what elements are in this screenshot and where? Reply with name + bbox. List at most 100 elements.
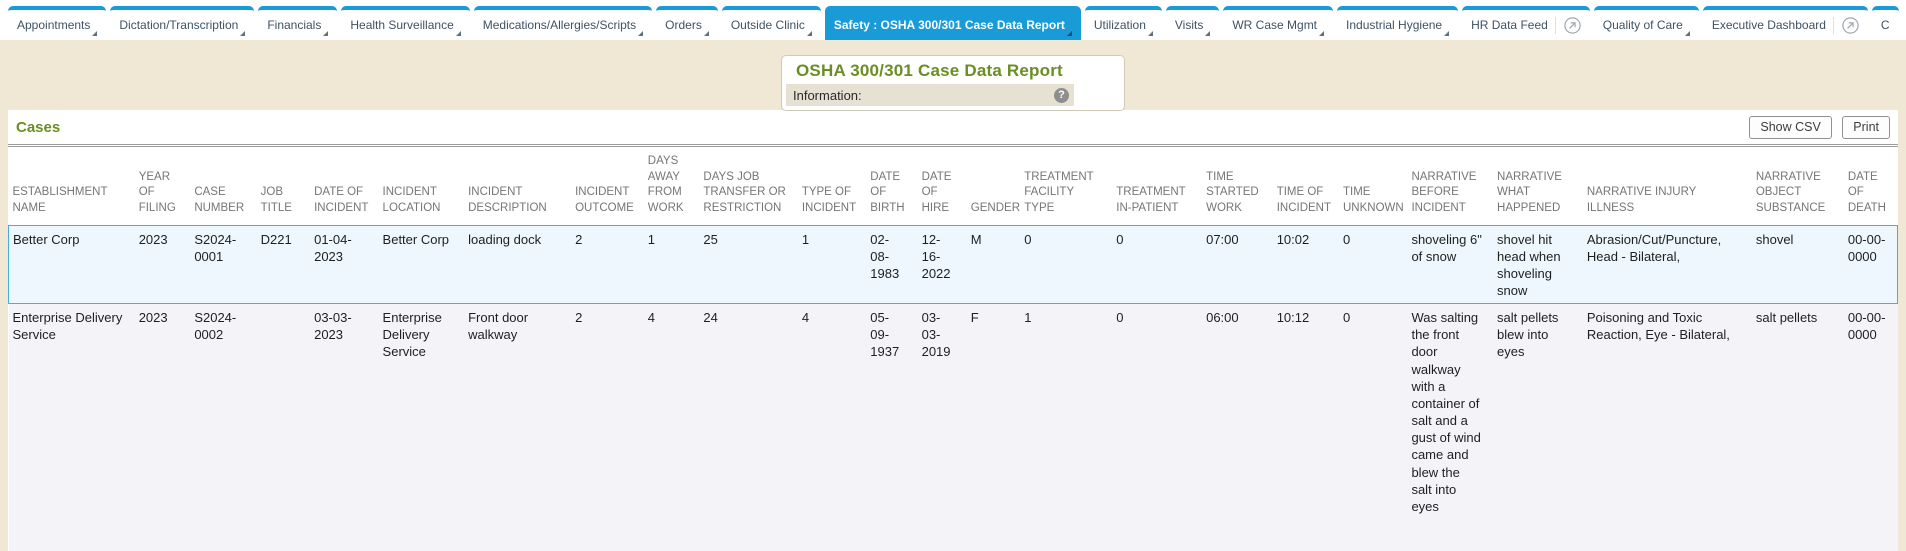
column-header[interactable]: NARRATIVE BEFORE INCIDENT: [1411, 170, 1477, 214]
cases-heading: Cases: [16, 119, 61, 136]
table-cell: 24: [703, 310, 718, 326]
column-header[interactable]: DATE OF INCIDENT: [314, 186, 369, 214]
tab-utilization[interactable]: Utilization: [1084, 6, 1162, 40]
cases-panel-header: Cases Show CSV Print: [8, 115, 1898, 147]
column-header[interactable]: JOB TITLE: [260, 186, 292, 214]
column-header[interactable]: TIME OF INCIDENT: [1276, 186, 1331, 214]
column-header[interactable]: DAYS JOB TRANSFER OR RESTRICTION: [703, 170, 786, 214]
table-cell: 06:00: [1206, 310, 1239, 326]
information-label: Information:: [793, 87, 862, 103]
dropdown-caret-icon: [1319, 31, 1325, 36]
table-cell: S2024-0001: [194, 231, 237, 264]
content-area: OSHA 300/301 Case Data Report Informatio…: [0, 55, 1906, 551]
table-row[interactable]: Enterprise Delivery Service 2023 S2024-0…: [8, 303, 1898, 551]
dropdown-caret-icon: [455, 31, 461, 36]
column-header[interactable]: ESTABLISHMENT NAME: [12, 186, 108, 214]
tab-label: Visits: [1174, 18, 1204, 32]
dropdown-caret-icon: [323, 31, 329, 36]
tab-appointments[interactable]: Appointments: [8, 6, 107, 40]
table-cell: 4: [801, 310, 810, 326]
tab-label: WR Case Mgmt: [1232, 18, 1318, 32]
report-title-box: OSHA 300/301 Case Data Report Informatio…: [781, 55, 1125, 111]
table-cell: loading dock: [468, 231, 542, 247]
table-cell: shoveling 6" of snow: [1411, 231, 1482, 264]
tab-quality-of-care[interactable]: Quality of Care: [1593, 6, 1699, 40]
tab-safety-osha-300-301-case-data-report[interactable]: Safety : OSHA 300/301 Case Data Report: [824, 6, 1081, 40]
table-cell: Poisoning and Toxic Reaction, Eye - Bila…: [1586, 310, 1730, 343]
table-cell: 1: [1024, 310, 1032, 326]
dropdown-caret-icon: [638, 31, 644, 36]
tab-label: Medications/Allergies/Scripts: [482, 18, 637, 32]
tab-wr-case-mgmt[interactable]: WR Case Mgmt: [1223, 6, 1334, 40]
dropdown-caret-icon: [240, 31, 246, 36]
table-cell: 12-16-2022: [921, 231, 951, 281]
column-header[interactable]: INCIDENT LOCATION: [382, 186, 441, 214]
tab-medications-allergies-scripts[interactable]: Medications/Allergies/Scripts: [473, 6, 653, 40]
tab-label: HR Data Feed: [1471, 18, 1548, 32]
column-header[interactable]: INCIDENT DESCRIPTION: [468, 186, 547, 214]
table-cell: 03-03-2023: [314, 310, 352, 343]
tab-orders[interactable]: Orders: [656, 6, 718, 40]
tab-outside-clinic[interactable]: Outside Clinic: [721, 6, 821, 40]
column-header[interactable]: TIME STARTED WORK: [1206, 170, 1259, 214]
dropdown-caret-icon: [1147, 31, 1153, 36]
column-header[interactable]: NARRATIVE INJURY ILLNESS: [1586, 186, 1697, 214]
table-cell: 03-03-2019: [921, 310, 951, 360]
tab-label: Quality of Care: [1602, 18, 1683, 32]
table-cell: Better Corp: [382, 231, 450, 247]
column-header[interactable]: TYPE OF INCIDENT: [801, 186, 857, 214]
column-header[interactable]: INCIDENT OUTCOME: [575, 186, 634, 214]
tab-label: Health Surveillance: [350, 18, 454, 32]
tab-hr-data-feed[interactable]: HR Data Feed: [1462, 6, 1590, 40]
column-header[interactable]: TREATMENT FACILITY TYPE: [1024, 170, 1094, 214]
column-header[interactable]: DAYS AWAY FROM WORK: [647, 155, 684, 214]
table-cell: Enterprise Delivery Service: [12, 310, 123, 343]
table-cell: 0: [1343, 231, 1351, 247]
table-cell: 1: [801, 231, 810, 247]
column-header[interactable]: TREATMENT IN-PATIENT: [1116, 186, 1186, 214]
column-header[interactable]: DATE OF DEATH: [1847, 170, 1886, 214]
tab-executive-dashboard[interactable]: Executive Dashboard: [1702, 6, 1868, 40]
help-icon[interactable]: ?: [1054, 87, 1069, 103]
column-header[interactable]: YEAR OF FILING: [138, 170, 176, 214]
dropdown-caret-icon: [1684, 31, 1690, 36]
column-header[interactable]: DATE OF BIRTH: [870, 170, 905, 214]
table-cell: salt pellets blew into eyes: [1497, 310, 1559, 360]
dropdown-caret-icon: [703, 31, 709, 36]
print-button[interactable]: Print: [1842, 116, 1890, 139]
tab-label: Industrial Hygiene: [1346, 18, 1443, 32]
dropdown-caret-icon: [1205, 31, 1211, 36]
table-cell: shovel hit head when shoveling snow: [1497, 231, 1561, 298]
tab-label: C: [1880, 18, 1890, 32]
tab-visits[interactable]: Visits: [1165, 6, 1220, 40]
tab-industrial-hygiene[interactable]: Industrial Hygiene: [1337, 6, 1459, 40]
table-cell: Better Corp: [13, 231, 80, 247]
cases-panel: Cases Show CSV Print ESTABLISHMENT NAME …: [8, 110, 1898, 551]
column-header[interactable]: NARRATIVE OBJECT SUBSTANCE: [1755, 170, 1826, 214]
table-cell: D221: [260, 231, 292, 247]
table-cell: 10:12: [1276, 310, 1310, 326]
column-header[interactable]: NARRATIVE WHAT HAPPENED: [1497, 170, 1562, 214]
tab-dictation-transcription[interactable]: Dictation/Transcription: [110, 6, 255, 40]
column-header[interactable]: CASE NUMBER: [194, 186, 245, 214]
tab-health-surveillance[interactable]: Health Surveillance: [341, 6, 470, 40]
arrow-up-right-circle-icon[interactable]: [1554, 16, 1581, 34]
show-csv-button[interactable]: Show CSV: [1749, 116, 1832, 139]
table-cell: 07:00: [1206, 231, 1239, 247]
table-cell: Was salting the front door walkway with …: [1411, 310, 1481, 514]
column-header[interactable]: TIME UNKNOWN: [1343, 186, 1404, 214]
table-cell: 0: [1116, 231, 1124, 247]
dropdown-caret-icon: [1444, 31, 1450, 36]
table-cell: Enterprise Delivery Service: [382, 310, 442, 360]
table-row[interactable]: Better Corp 2023 S2024-0001 D221 01-04-2…: [8, 225, 1898, 304]
cases-toolbar: Show CSV Print: [1743, 116, 1890, 139]
arrow-up-right-circle-icon[interactable]: [1832, 16, 1859, 34]
dropdown-caret-icon: [1066, 31, 1072, 36]
column-header[interactable]: DATE OF HIRE: [921, 170, 952, 214]
column-header[interactable]: GENDER: [970, 201, 1020, 214]
tab-label: Executive Dashboard: [1711, 18, 1826, 32]
tab-clipped[interactable]: C: [1871, 6, 1899, 40]
information-input[interactable]: [1074, 84, 1120, 106]
tab-financials[interactable]: Financials: [258, 6, 338, 40]
information-row: Information: ?: [786, 84, 1120, 106]
